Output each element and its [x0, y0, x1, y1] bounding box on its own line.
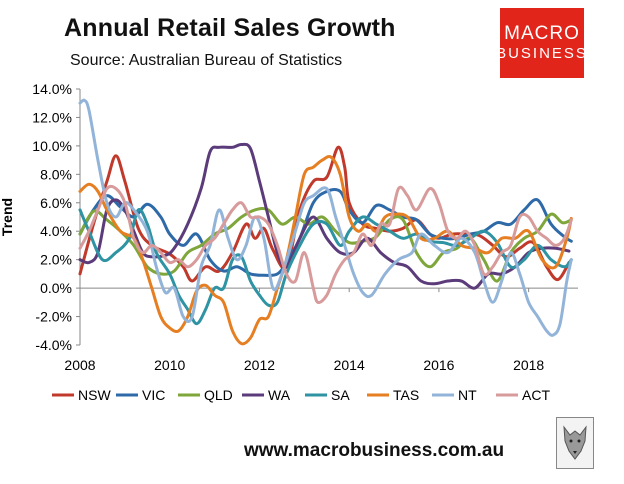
series-line-act	[78, 184, 573, 305]
legend-label-nt: NT	[458, 387, 477, 403]
x-tick-label: 2014	[334, 357, 365, 373]
y-tick-label: 10.0%	[32, 138, 72, 154]
legend-label-tas: TAS	[393, 387, 419, 403]
y-tick-label: 4.0%	[40, 223, 72, 239]
chart-title: Annual Retail Sales Growth	[64, 14, 396, 42]
series-line-nt	[78, 98, 573, 337]
wolf-icon	[556, 417, 594, 469]
y-tick-label: 12.0%	[32, 109, 72, 125]
footer-url[interactable]: www.macrobusiness.com.au	[244, 440, 505, 461]
line-chart: -4.0% -2.0% 0.0% 2.0% 4.0% 6.0% 8.0% 10.0% 12.0%…	[0, 81, 578, 403]
legend-label-act: ACT	[522, 387, 550, 403]
y-tick-label: 6.0%	[40, 195, 72, 211]
y-tick-label: -2.0%	[35, 309, 72, 325]
x-tick-label: 2018	[513, 357, 544, 373]
series-line-sa	[78, 208, 573, 326]
y-tick-label: 0.0%	[40, 280, 72, 296]
legend-label-qld: QLD	[204, 387, 233, 403]
series-line-vic	[78, 188, 573, 277]
chart-legend: NSW VIC QLD WA SA TAS NT ACT	[52, 387, 550, 403]
brand-line-1: MACRO	[504, 23, 580, 44]
y-tick-label: 8.0%	[40, 166, 72, 182]
x-tick-label: 2012	[244, 357, 275, 373]
x-tick-label: 2010	[154, 357, 185, 373]
series-line-nsw	[78, 145, 571, 283]
y-tick-label: 14.0%	[32, 81, 72, 97]
legend-label-wa: WA	[268, 387, 291, 403]
chart-series	[78, 98, 573, 346]
x-tick-label: 2016	[423, 357, 454, 373]
legend-label-vic: VIC	[142, 387, 165, 403]
y-tick-label: -4.0%	[35, 337, 72, 353]
series-line-wa	[78, 142, 571, 290]
y-axis-label: Trend	[0, 198, 15, 236]
series-line-qld	[78, 207, 573, 283]
x-tick-label: 2008	[64, 357, 95, 373]
brand-line-2: BUSINESS	[496, 45, 588, 62]
brand-logo: MACRO BUSINESS	[496, 8, 586, 78]
chart-subtitle: Source: Australian Bureau of Statistics	[70, 52, 343, 69]
legend-label-sa: SA	[331, 387, 350, 403]
legend-label-nsw: NSW	[78, 387, 111, 403]
y-tick-label: 2.0%	[40, 252, 72, 268]
